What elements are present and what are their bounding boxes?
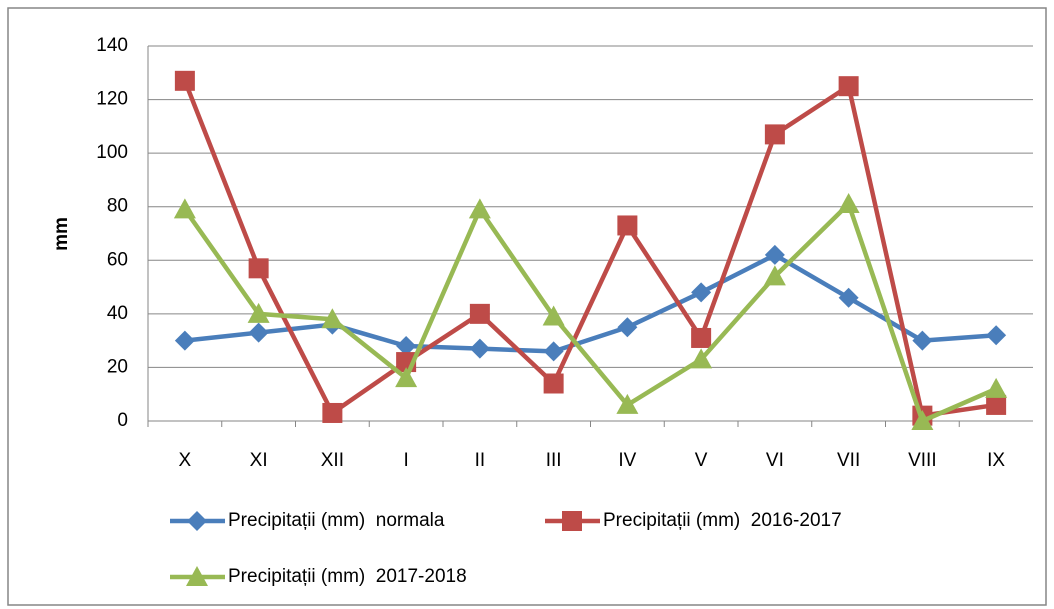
x-tick-label: I [403,450,408,471]
x-tick-label: X [179,450,192,471]
data-point [617,317,638,338]
data-point [838,287,859,308]
data-point [248,322,269,343]
series-line [182,79,997,418]
data-point [542,305,565,326]
legend-marker [187,511,207,531]
y-tick-label: 60 [107,249,128,270]
data-point [543,373,564,394]
x-tick-label: II [475,450,486,471]
x-tick-label: V [695,450,708,471]
data-point [321,308,344,329]
data-point [468,198,491,219]
data-point [247,302,270,323]
data-point [174,70,195,91]
data-point [395,367,418,388]
x-tick-label: VI [766,450,784,471]
data-point [986,325,1007,346]
y-axis-label: mm [51,217,72,251]
data-point [690,348,713,369]
series-line [183,201,998,424]
data-point [174,330,195,351]
legend-label: Precipitații (mm) normala [228,510,445,531]
data-point [911,410,934,430]
data-point [691,282,712,303]
legend-marker [186,566,208,586]
data-point [322,402,343,423]
data-point [173,198,196,219]
data-point [764,124,785,145]
y-tick-label: 0 [117,410,128,431]
y-tick-label: 100 [96,142,128,163]
legend-label: Precipitații (mm) 2016-2017 [603,510,842,531]
y-tick-label: 40 [107,303,128,324]
y-tick-label: 120 [96,89,128,110]
data-point [764,244,785,265]
data-point [543,341,564,362]
x-tick-label: VII [837,450,860,471]
series-line [184,252,997,354]
data-point [691,327,712,348]
data-point [763,265,786,286]
data-point [838,76,859,97]
x-tick-label: XII [321,450,344,471]
data-point [912,330,933,351]
data-point [396,336,417,356]
data-point [616,393,639,414]
legend-marker [562,511,582,531]
x-tick-label: IV [618,450,636,471]
x-tick-label: XI [250,450,268,471]
data-point [248,258,269,279]
y-tick-label: 20 [107,356,128,377]
x-tick-label: IX [987,450,1005,471]
y-tick-label: 140 [96,35,128,56]
x-tick-label: III [546,450,562,471]
legend-label: Precipitații (mm) 2017-2018 [228,566,467,587]
data-point [985,377,1008,398]
data-point [469,303,490,324]
x-tick-label: VIII [908,450,937,471]
chart-border [7,7,1047,606]
y-tick-label: 80 [107,196,128,217]
data-point [469,338,490,359]
data-point [617,215,638,236]
data-point [986,394,1007,415]
data-point [837,193,860,214]
